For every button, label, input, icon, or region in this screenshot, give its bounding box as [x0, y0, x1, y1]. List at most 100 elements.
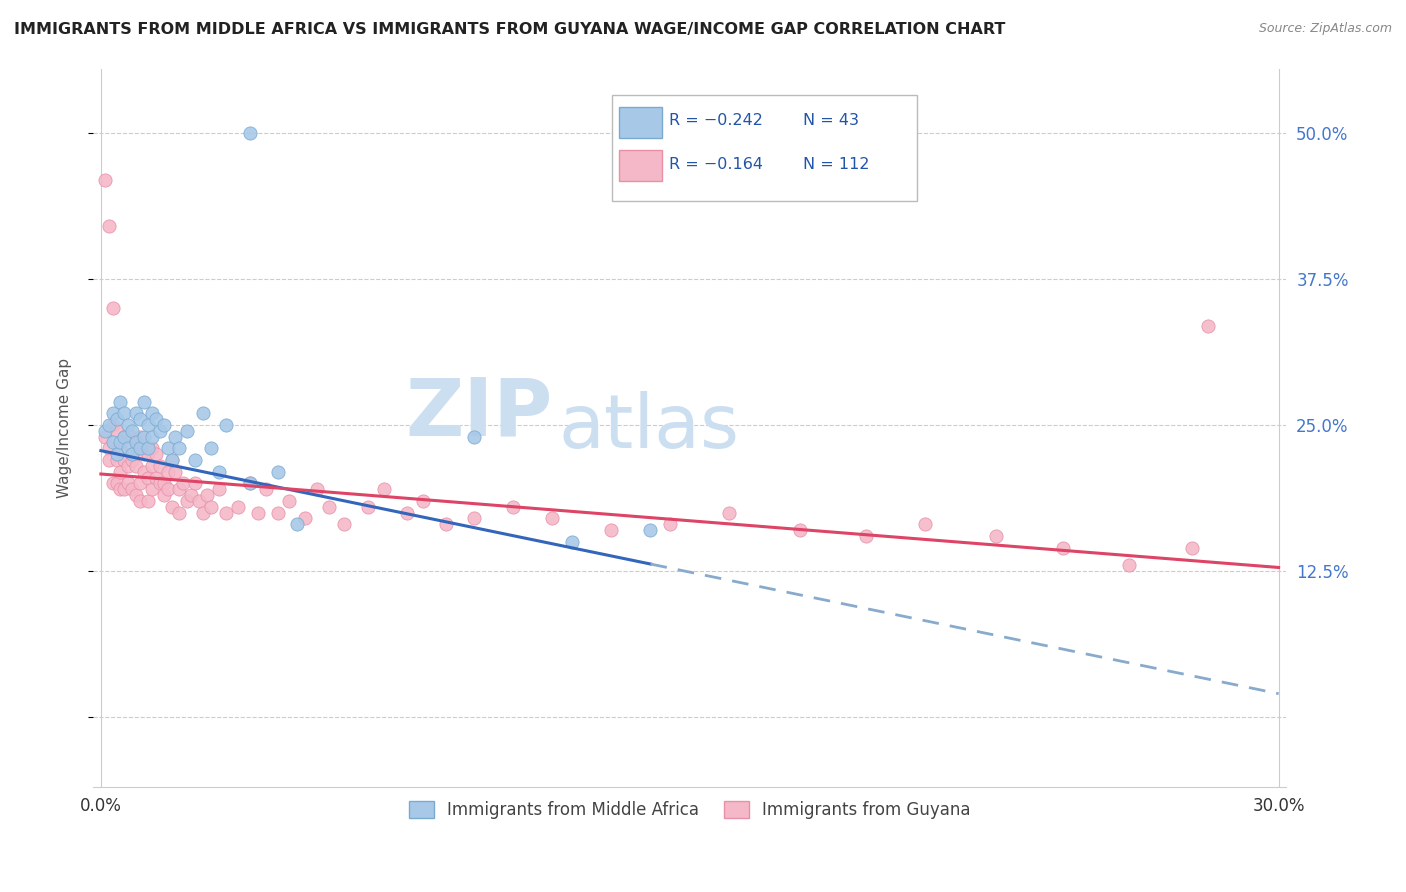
Point	[132, 394, 155, 409]
Point	[117, 417, 139, 432]
Point	[136, 447, 159, 461]
Point	[117, 458, 139, 473]
Point	[132, 447, 155, 461]
Point	[169, 442, 191, 456]
Point	[94, 429, 117, 443]
Point	[125, 442, 148, 456]
Point	[94, 172, 117, 186]
Point	[125, 488, 148, 502]
Point	[129, 412, 152, 426]
FancyBboxPatch shape	[619, 107, 662, 138]
Point	[412, 494, 434, 508]
Point	[160, 500, 183, 514]
Point	[184, 453, 207, 467]
Point	[141, 429, 163, 443]
Point	[152, 417, 174, 432]
Point	[1181, 541, 1204, 555]
Point	[239, 126, 262, 140]
Point	[101, 476, 124, 491]
FancyBboxPatch shape	[612, 95, 917, 202]
Point	[333, 517, 356, 532]
Point	[855, 529, 877, 543]
Point	[121, 429, 143, 443]
Point	[191, 506, 214, 520]
Point	[914, 517, 936, 532]
Point	[145, 470, 167, 484]
Point	[149, 476, 172, 491]
Point	[112, 482, 135, 496]
Point	[125, 458, 148, 473]
Point	[659, 517, 682, 532]
Point	[191, 406, 214, 420]
Y-axis label: Wage/Income Gap: Wage/Income Gap	[58, 358, 72, 498]
Point	[176, 424, 198, 438]
Point	[254, 482, 277, 496]
Point	[152, 476, 174, 491]
Point	[117, 442, 139, 456]
Point	[266, 506, 288, 520]
Point	[239, 476, 262, 491]
Point	[278, 494, 301, 508]
Point	[112, 429, 135, 443]
Point	[239, 476, 262, 491]
Point	[160, 453, 183, 467]
Point	[184, 476, 207, 491]
Text: atlas: atlas	[558, 392, 740, 465]
Point	[152, 488, 174, 502]
Point	[789, 523, 811, 537]
Point	[463, 429, 485, 443]
Point	[266, 465, 288, 479]
Point	[101, 406, 124, 420]
Point	[110, 465, 132, 479]
Point	[165, 429, 187, 443]
Point	[717, 506, 740, 520]
Legend: Immigrants from Middle Africa, Immigrants from Guyana: Immigrants from Middle Africa, Immigrant…	[402, 794, 977, 826]
Point	[561, 534, 583, 549]
Point	[112, 406, 135, 420]
Point	[117, 429, 139, 443]
Point	[318, 500, 340, 514]
Point	[294, 511, 316, 525]
Text: N = 43: N = 43	[803, 113, 859, 128]
Point	[180, 488, 202, 502]
FancyBboxPatch shape	[619, 150, 662, 181]
Point	[169, 482, 191, 496]
Point	[136, 494, 159, 508]
Point	[215, 506, 238, 520]
Point	[125, 406, 148, 420]
Point	[105, 476, 128, 491]
Point	[129, 442, 152, 456]
Point	[121, 424, 143, 438]
Point	[121, 447, 143, 461]
Point	[141, 442, 163, 456]
Point	[1197, 318, 1219, 333]
Point	[502, 500, 524, 514]
Text: R = −0.164: R = −0.164	[669, 157, 763, 171]
Point	[149, 458, 172, 473]
Point	[136, 442, 159, 456]
Point	[97, 453, 120, 467]
Point	[208, 482, 231, 496]
Point	[112, 429, 135, 443]
Point	[141, 406, 163, 420]
Point	[226, 500, 249, 514]
Text: ZIP: ZIP	[405, 375, 553, 452]
Point	[105, 412, 128, 426]
Point	[165, 465, 187, 479]
Point	[156, 465, 179, 479]
Point	[141, 458, 163, 473]
Point	[97, 417, 120, 432]
Point	[121, 482, 143, 496]
Point	[136, 470, 159, 484]
Point	[434, 517, 457, 532]
Point	[169, 506, 191, 520]
Point	[200, 442, 222, 456]
Text: IMMIGRANTS FROM MIDDLE AFRICA VS IMMIGRANTS FROM GUYANA WAGE/INCOME GAP CORRELAT: IMMIGRANTS FROM MIDDLE AFRICA VS IMMIGRA…	[14, 22, 1005, 37]
Point	[160, 453, 183, 467]
Point	[640, 523, 662, 537]
Point	[110, 394, 132, 409]
Point	[121, 453, 143, 467]
Point	[156, 482, 179, 496]
Text: Source: ZipAtlas.com: Source: ZipAtlas.com	[1258, 22, 1392, 36]
Point	[105, 447, 128, 461]
